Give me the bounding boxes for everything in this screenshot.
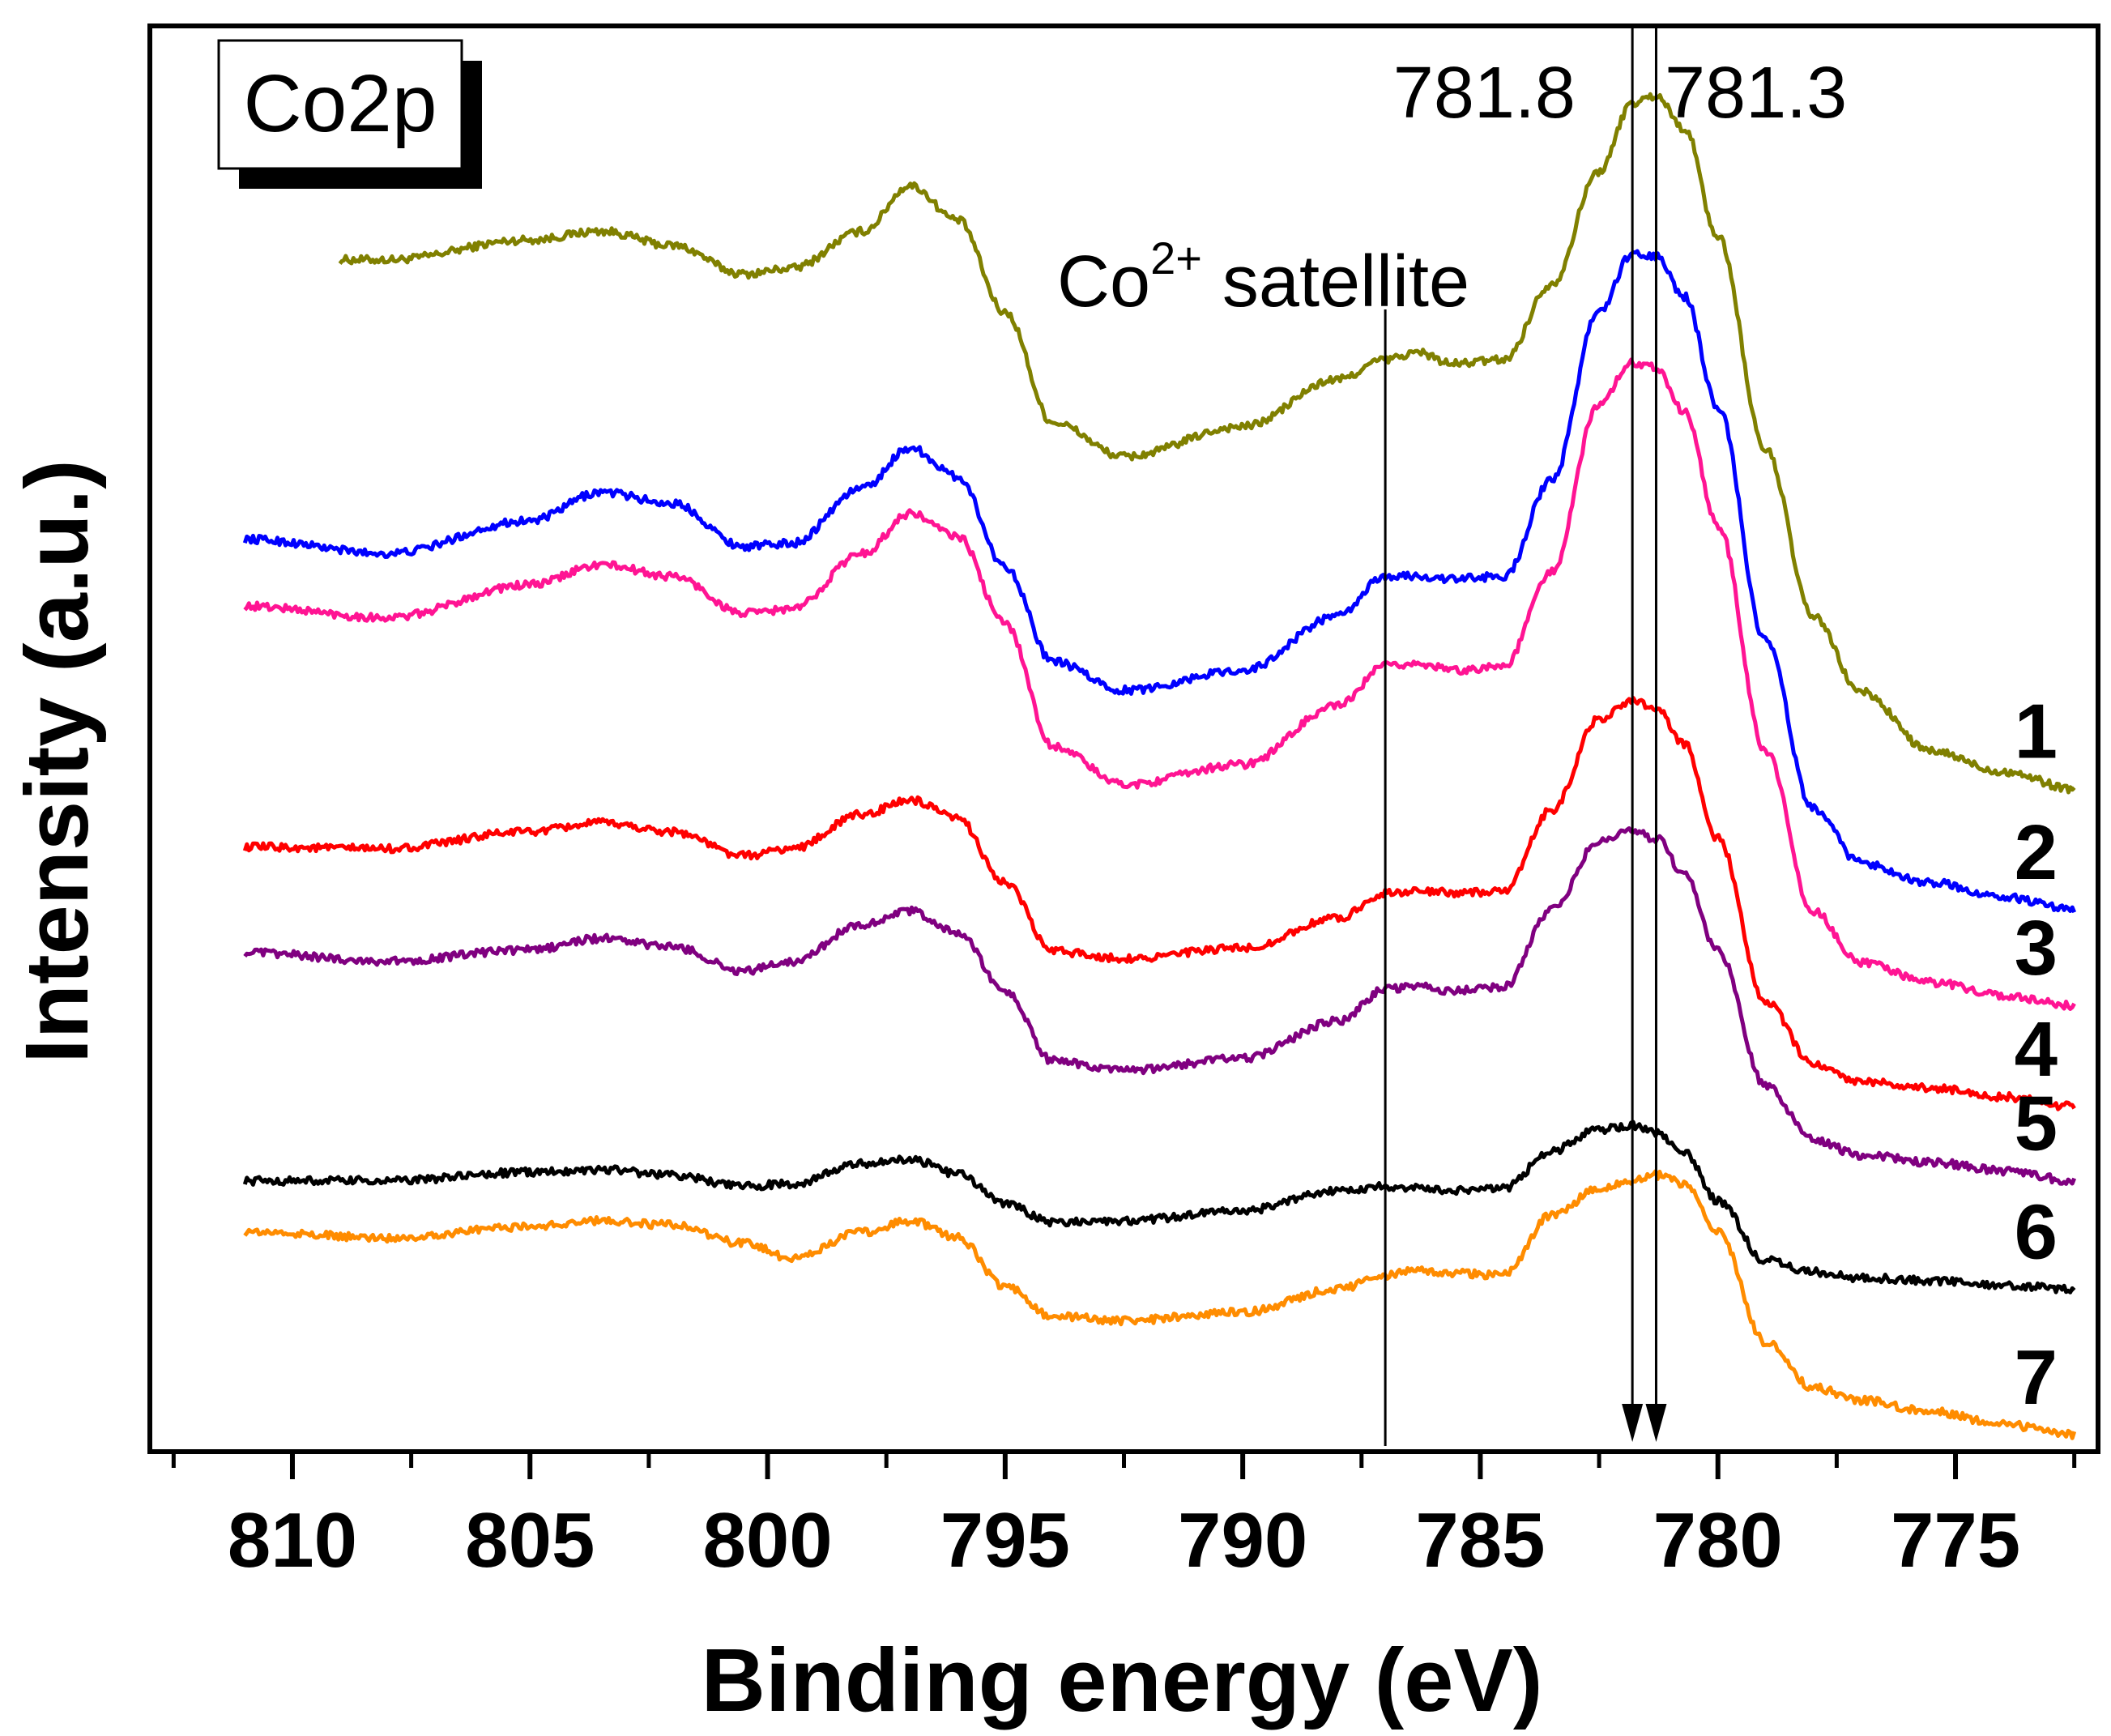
x-tick-label-795: 795 [940, 1497, 1070, 1584]
series-1-line [338, 92, 2076, 795]
x-axis-ticks: 810 805 800 795 790 785 780 775 [171, 1452, 2077, 1584]
x-tick-label-780: 780 [1653, 1497, 1783, 1584]
series-layer [242, 92, 2077, 1440]
series-7-line [243, 1169, 2077, 1440]
x-tick-label-785: 785 [1415, 1497, 1545, 1584]
x-tick-label-800: 800 [702, 1497, 832, 1584]
series-label-1: 1 [2015, 689, 2058, 775]
peak-reference-line-781-3-arrowhead [1645, 1404, 1667, 1442]
series-label-3: 3 [2015, 905, 2058, 992]
series-6-line [242, 1120, 2076, 1295]
x-tick-label-810: 810 [228, 1497, 357, 1584]
panel-label-box: Co2p [217, 39, 482, 189]
series-labels: 1 2 3 45 6 7 [2015, 689, 2058, 1421]
series-label-4: 4 [2015, 1006, 2058, 1093]
satellite-annotation-co: Co [1057, 241, 1150, 322]
panel-label: Co2p [243, 58, 437, 149]
panel-label-frame [217, 39, 463, 170]
reference-lines [1384, 26, 1667, 1446]
peak-reference-line-781-8-arrowhead [1622, 1404, 1644, 1442]
series-5-line [243, 826, 2077, 1186]
series-3-line [243, 357, 2076, 1011]
satellite-annotation-text: satellite [1202, 241, 1469, 322]
satellite-annotation-charge: 2+ [1150, 232, 1202, 284]
x-tick-label-775: 775 [1891, 1497, 2020, 1584]
series-label-6: 6 [2015, 1188, 2058, 1275]
x-axis-title: Binding energy (eV) [702, 1631, 1543, 1730]
satellite-annotation: Co2+ satellite [1057, 232, 1469, 322]
series-label-5: 5 [2015, 1081, 2058, 1167]
series-label-7: 7 [2015, 1334, 2058, 1421]
x-tick-label-790: 790 [1178, 1497, 1307, 1584]
y-axis-title: Intensity (a.u.) [7, 459, 107, 1064]
series-4-line [242, 696, 2076, 1111]
x-tick-label-805: 805 [465, 1497, 595, 1584]
series-label-2: 2 [2015, 809, 2058, 896]
series-2-line [242, 249, 2077, 914]
peak-label-781-8: 781.8 [1393, 53, 1576, 134]
peak-label-781-3: 781.3 [1665, 53, 1847, 134]
